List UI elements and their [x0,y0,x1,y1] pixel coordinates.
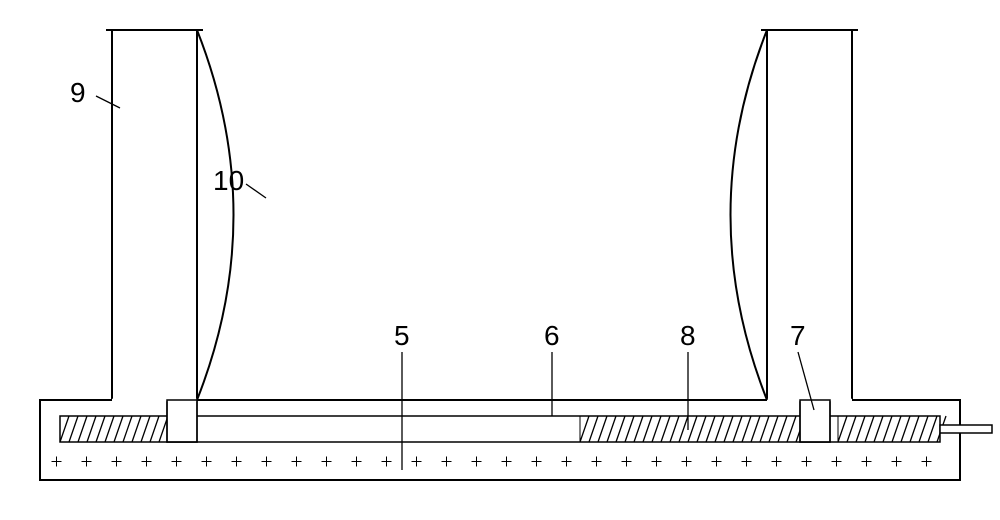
nut-block-0 [167,400,197,442]
leader-10 [246,184,266,198]
label-9: 9 [70,77,86,108]
arc-right [731,30,768,400]
nut-block-1 [800,400,830,442]
arc-left [197,30,234,400]
label-7: 7 [790,320,806,351]
shaft-output [940,425,992,433]
pillar-1 [767,30,852,400]
pillar-0 [112,30,197,400]
label-8: 8 [680,320,696,351]
label-10: 10 [213,165,244,196]
label-6: 6 [544,320,560,351]
label-5: 5 [394,320,410,351]
